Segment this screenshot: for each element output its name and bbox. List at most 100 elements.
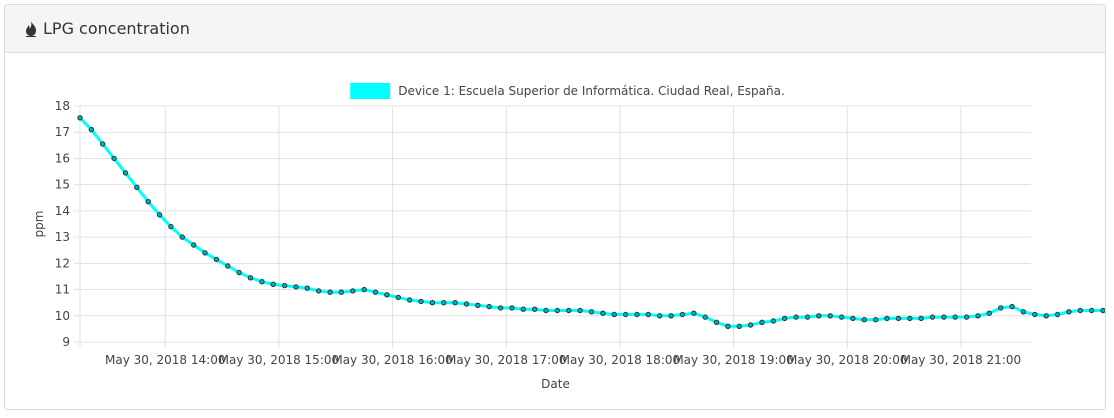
data-point bbox=[247, 275, 254, 281]
data-point bbox=[873, 317, 879, 323]
data-point bbox=[691, 310, 697, 316]
data-point bbox=[668, 313, 674, 319]
data-point bbox=[1020, 309, 1027, 315]
y-tick-label: 18 bbox=[55, 99, 70, 113]
data-point bbox=[77, 115, 83, 121]
data-point bbox=[259, 279, 265, 285]
data-point bbox=[156, 212, 163, 218]
data-point bbox=[202, 250, 208, 256]
series-line bbox=[78, 116, 1114, 328]
data-point bbox=[895, 315, 902, 322]
data-point bbox=[304, 285, 310, 291]
data-point bbox=[759, 319, 765, 325]
data-point bbox=[372, 289, 379, 295]
y-tick-label: 15 bbox=[55, 178, 70, 192]
data-point bbox=[611, 311, 617, 318]
y-axis-label: ppm bbox=[32, 211, 46, 238]
data-point bbox=[145, 199, 151, 205]
data-point bbox=[952, 314, 958, 320]
x-tick-label: May 30, 2018 16:00 bbox=[332, 353, 452, 367]
data-point bbox=[213, 256, 220, 263]
data-point bbox=[1077, 307, 1084, 314]
data-point bbox=[168, 223, 174, 230]
panel-title: LPG concentration bbox=[25, 19, 190, 38]
data-point bbox=[736, 323, 742, 329]
data-point bbox=[918, 315, 924, 322]
y-tick-label: 9 bbox=[62, 335, 70, 349]
data-point bbox=[1088, 307, 1095, 314]
data-point bbox=[88, 126, 95, 133]
data-point bbox=[191, 242, 197, 248]
y-tick-label: 10 bbox=[55, 309, 70, 323]
x-tick-label: May 30, 2018 20:00 bbox=[787, 353, 907, 367]
y-tick-label: 12 bbox=[55, 256, 70, 270]
data-point bbox=[100, 141, 106, 147]
data-point bbox=[554, 307, 561, 314]
data-point bbox=[122, 170, 129, 176]
data-point bbox=[1032, 311, 1038, 318]
data-point bbox=[338, 289, 345, 295]
data-point bbox=[134, 184, 140, 191]
data-point bbox=[429, 300, 436, 306]
x-tick-label: May 30, 2018 21:00 bbox=[901, 353, 1021, 367]
data-point bbox=[452, 300, 458, 306]
data-point bbox=[725, 323, 731, 329]
data-point bbox=[1043, 313, 1049, 319]
data-point bbox=[998, 305, 1004, 311]
data-point bbox=[111, 155, 117, 162]
panel-header: LPG concentration bbox=[5, 5, 1105, 53]
data-point bbox=[793, 314, 799, 320]
fire-icon bbox=[25, 20, 37, 37]
data-point bbox=[520, 306, 526, 312]
data-point bbox=[657, 313, 663, 319]
data-point bbox=[418, 298, 424, 305]
data-point bbox=[1100, 307, 1106, 314]
data-point bbox=[884, 315, 890, 322]
data-point bbox=[679, 311, 686, 318]
data-point bbox=[600, 310, 606, 316]
data-point bbox=[907, 315, 913, 322]
data-point bbox=[929, 314, 936, 320]
x-tick-label: May 30, 2018 19:00 bbox=[673, 353, 793, 367]
y-tick-label: 17 bbox=[55, 125, 70, 139]
y-tick-label: 11 bbox=[55, 283, 70, 297]
data-point bbox=[441, 300, 447, 306]
data-point bbox=[225, 263, 231, 269]
data-point bbox=[1009, 303, 1015, 310]
data-point bbox=[316, 288, 322, 294]
data-point bbox=[486, 303, 492, 310]
data-point bbox=[782, 315, 788, 322]
data-point bbox=[588, 309, 595, 315]
data-point bbox=[963, 314, 970, 320]
data-point bbox=[566, 307, 572, 314]
panel-title-text: LPG concentration bbox=[43, 19, 190, 38]
legend-swatch bbox=[350, 83, 391, 99]
data-point bbox=[634, 311, 640, 318]
data-point bbox=[861, 317, 867, 323]
data-point bbox=[1066, 309, 1072, 315]
x-tick-label: May 30, 2018 17:00 bbox=[446, 353, 566, 367]
data-point bbox=[327, 289, 333, 295]
legend-label: Device 1: Escuela Superior de Informátic… bbox=[398, 84, 785, 98]
chart-area: 9 10 11 12 13 14 15 16 17 18 May 30, 2018 14:00 May… bbox=[5, 53, 1114, 409]
data-point bbox=[236, 269, 242, 276]
data-point bbox=[293, 284, 299, 290]
data-point bbox=[384, 292, 390, 298]
data-point bbox=[770, 318, 777, 324]
data-point bbox=[350, 288, 356, 294]
data-point bbox=[850, 315, 856, 322]
data-point bbox=[463, 301, 470, 307]
y-tick-label: 13 bbox=[55, 230, 70, 244]
data-point bbox=[838, 314, 845, 320]
data-point bbox=[475, 302, 481, 309]
data-point bbox=[747, 322, 754, 328]
data-point bbox=[509, 305, 515, 311]
data-point bbox=[941, 314, 947, 320]
data-point bbox=[270, 281, 276, 288]
data-point bbox=[986, 310, 992, 316]
x-tick-label: May 30, 2018 14:00 bbox=[105, 353, 225, 367]
data-point bbox=[645, 311, 651, 318]
data-point bbox=[702, 314, 708, 320]
data-point bbox=[395, 294, 401, 301]
